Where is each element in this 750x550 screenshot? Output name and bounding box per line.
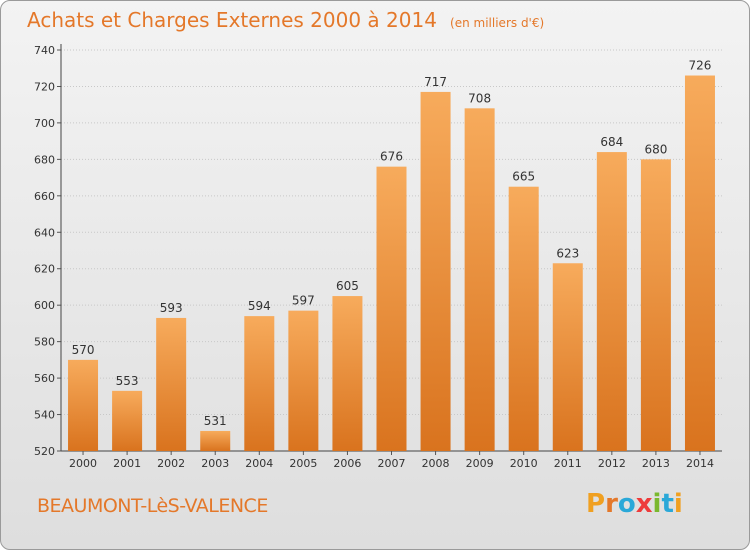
data-label-2005: 597 <box>292 294 315 308</box>
y-tick-label: 620 <box>34 263 55 276</box>
y-tick-label: 540 <box>34 409 55 422</box>
bar-2001 <box>112 390 143 451</box>
x-tick-label: 2001 <box>113 457 141 470</box>
data-label-2009: 708 <box>468 91 491 105</box>
data-label-2003: 531 <box>204 414 227 428</box>
bar-2011 <box>552 263 583 451</box>
bar-2007 <box>376 166 407 451</box>
logo-letter: i <box>673 489 683 519</box>
data-label-2007: 676 <box>380 150 403 164</box>
y-tick-label: 740 <box>34 44 55 57</box>
x-tick-label: 2012 <box>598 457 626 470</box>
data-labels: 570 553 593 531 594 597 605 676 717 708 665 623 684 6… <box>72 59 712 428</box>
x-tick-label: 2008 <box>422 457 450 470</box>
y-tick-label: 640 <box>34 226 55 239</box>
x-tick-label: 2014 <box>686 457 714 470</box>
y-tick-label: 680 <box>34 153 55 166</box>
title-row: Achats et Charges Externes 2000 à 2014 (… <box>27 8 544 32</box>
proxiti-logo: Proxiti <box>586 489 683 519</box>
bar-2010 <box>508 186 539 452</box>
bar-2014 <box>684 75 715 451</box>
x-tick-label: 2005 <box>289 457 317 470</box>
chart-title: Achats et Charges Externes 2000 à 2014 <box>27 8 437 32</box>
x-tick-label: 2000 <box>69 457 97 470</box>
bar-2006 <box>332 296 363 451</box>
x-tick-label: 2003 <box>201 457 229 470</box>
logo-letter: i <box>652 489 662 519</box>
bar-2000 <box>68 359 99 451</box>
bar-2002 <box>156 317 187 451</box>
y-tick-label: 600 <box>34 299 55 312</box>
x-tick-label: 2013 <box>642 457 670 470</box>
location-name: BEAUMONT-LèS-VALENCE <box>37 495 268 517</box>
x-tick-label: 2007 <box>378 457 406 470</box>
y-tick-label: 520 <box>34 445 55 458</box>
x-tick-label: 2002 <box>157 457 185 470</box>
x-tick-label: 2010 <box>510 457 538 470</box>
bar-2005 <box>288 310 319 451</box>
data-label-2012: 684 <box>600 135 623 149</box>
chart-unit: (en milliers d'€) <box>450 16 545 30</box>
data-label-2008: 717 <box>424 75 447 89</box>
x-tick-label: 2009 <box>466 457 494 470</box>
data-label-2004: 594 <box>248 299 271 313</box>
x-tick-label: 2011 <box>554 457 582 470</box>
data-label-2013: 680 <box>644 142 667 156</box>
bar-2009 <box>464 108 495 451</box>
y-tick-label: 700 <box>34 117 55 130</box>
logo-letter: P <box>586 489 606 519</box>
data-label-2014: 726 <box>689 59 712 73</box>
y-tick-label: 580 <box>34 336 55 349</box>
bar-2012 <box>596 152 627 451</box>
data-label-2001: 553 <box>116 374 139 388</box>
y-tick-label: 660 <box>34 190 55 203</box>
y-tick-label: 720 <box>34 80 55 93</box>
bar-2013 <box>640 159 671 451</box>
x-tick-label: 2006 <box>333 457 361 470</box>
data-label-2010: 665 <box>512 170 535 184</box>
x-tick-label: 2004 <box>245 457 273 470</box>
logo-letter: x <box>635 489 653 519</box>
y-tick-label: 560 <box>34 372 55 385</box>
bar-2003 <box>200 430 231 451</box>
data-label-2000: 570 <box>72 343 95 357</box>
bars <box>68 75 715 452</box>
x-tick-labels: 2000 2001 2002 2003 2004 2005 2006 2007 2008 2009… <box>69 457 714 470</box>
logo-letter: t <box>661 489 674 519</box>
bar-2008 <box>420 91 451 451</box>
bar-2004 <box>244 316 275 451</box>
logo-letter: r <box>605 489 618 519</box>
logo-letter: o <box>617 489 636 519</box>
data-label-2002: 593 <box>160 301 183 315</box>
data-label-2011: 623 <box>556 246 579 260</box>
y-tick-labels: 520 540 560 580 600 620 640 660 680 700 720 740 <box>34 44 55 458</box>
data-label-2006: 605 <box>336 279 359 293</box>
